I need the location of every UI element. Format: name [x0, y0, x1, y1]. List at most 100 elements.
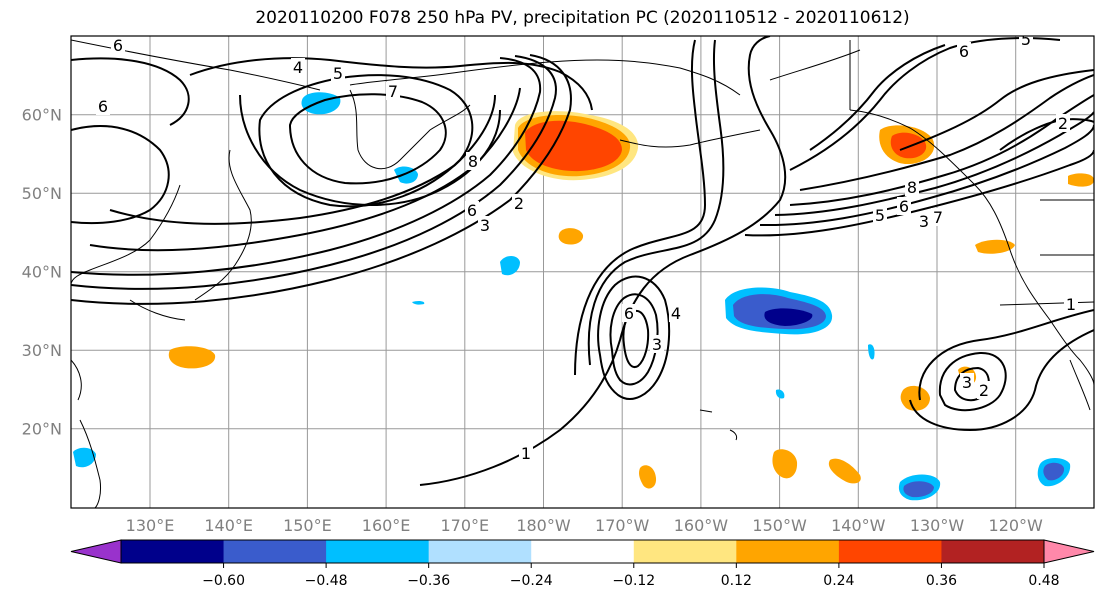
contour-label-bg: [1056, 114, 1070, 132]
contour-label: 4: [671, 304, 681, 323]
contour-label-bg: [669, 304, 683, 322]
precip-positive-area: [772, 449, 798, 479]
contour-label-bg: [931, 208, 945, 226]
contour-label: 1: [1066, 295, 1076, 314]
colorbar-segment: [736, 540, 840, 563]
precip-negative-area: [903, 481, 934, 498]
colorbar-extend-min: [70, 539, 122, 564]
lon-label: 160°E: [362, 516, 411, 535]
latitude-labels: 60°N 50°N 40°N 30°N 20°N: [22, 106, 62, 439]
contour-label: 3: [919, 212, 929, 231]
contour-label: 6: [98, 97, 108, 116]
colorbar-segment: [121, 540, 225, 563]
lon-label: 140°E: [204, 516, 253, 535]
contour-label-bg: [466, 152, 480, 170]
precip-negative-area: [500, 256, 520, 276]
contour-label-bg: [957, 42, 971, 60]
contour-label-bg: [897, 197, 911, 215]
contour-label-bg: [1064, 295, 1078, 313]
lon-label: 170°E: [440, 516, 489, 535]
colorbar-tick-label: 0.24: [823, 573, 854, 589]
precip-positive-area: [900, 385, 930, 411]
contour-label: 1: [521, 444, 531, 463]
colorbar-tick-label: −0.60: [202, 573, 245, 589]
lon-label: 150°W: [752, 516, 807, 535]
contour-label-bg: [386, 82, 400, 100]
colorbar-segment: [531, 540, 635, 563]
contour-label: 7: [933, 208, 943, 227]
contour-label: 4: [293, 58, 303, 77]
precip-positive-area: [890, 132, 927, 159]
pv-contours: [71, 36, 1094, 486]
contour-label: 2: [514, 194, 524, 213]
contour-label-bg: [1019, 36, 1033, 48]
contour-label: 7: [388, 82, 398, 101]
lat-label: 20°N: [22, 420, 62, 439]
contour-label: 3: [962, 373, 972, 392]
precip-positive-area: [828, 458, 861, 484]
contour-label-bg: [512, 194, 526, 212]
contour-label: 5: [333, 64, 343, 83]
contour-label: 3: [652, 335, 662, 354]
colorbar-tick-label: 0.48: [1028, 573, 1059, 589]
contour-label-bg: [905, 178, 919, 196]
contour-label: 6: [624, 304, 634, 323]
map-frame: [70, 35, 1095, 509]
contour-label: 2: [979, 381, 989, 400]
lon-label: 120°W: [989, 516, 1044, 535]
precip-negative-area: [868, 344, 875, 360]
contour-label: 6: [467, 201, 477, 220]
contour-label-bg: [478, 216, 492, 234]
contour-label: 2: [1058, 114, 1068, 133]
lat-label: 40°N: [22, 263, 62, 282]
colorbar-extend-max: [1043, 539, 1095, 564]
contour-label-bg: [96, 97, 110, 115]
contour-label: 8: [907, 178, 917, 197]
colorbar-segment: [633, 540, 737, 563]
precip-negative-area: [1043, 462, 1065, 481]
lat-label: 30°N: [22, 341, 62, 360]
map-title: 2020110200 F078 250 hPa PV, precipitatio…: [255, 8, 910, 28]
contour-label-bg: [111, 36, 125, 54]
lat-label: 50°N: [22, 184, 62, 203]
contour-label-bg: [960, 373, 974, 391]
colorbar-segment: [838, 540, 942, 563]
coastlines: [71, 39, 1094, 508]
lon-label: 130°E: [126, 516, 175, 535]
precipitation-anomaly-shading: [73, 92, 1094, 501]
contour-label-bg: [917, 212, 931, 230]
colorbar-segment: [223, 540, 327, 563]
lon-label: 150°E: [283, 516, 332, 535]
contour-label-bg: [622, 304, 636, 322]
colorbar-tick-label: 0.36: [926, 573, 957, 589]
contour-label-bg: [465, 201, 479, 219]
colorbar-frame: [120, 539, 1045, 564]
colorbar-tick-label: −0.48: [305, 573, 348, 589]
contour-label: 6: [959, 42, 969, 61]
contour-label-bg: [873, 206, 887, 224]
precip-positive-area: [168, 346, 216, 369]
precip-positive-area: [639, 465, 657, 489]
colorbar: −0.60 −0.48 −0.36 −0.24 −0.12 0.12 0.24 0.36 0.4…: [70, 539, 1095, 589]
colorbar-tick-label: −0.12: [612, 573, 655, 589]
colorbar-segment: [326, 540, 430, 563]
contour-label: 6: [899, 197, 909, 216]
colorbar-tick-label: −0.24: [510, 573, 553, 589]
longitude-labels: 130°E 140°E 150°E 160°E 170°E 180°W 170°W 160°W…: [126, 516, 1043, 535]
lon-label: 160°W: [674, 516, 729, 535]
lon-label: 140°W: [831, 516, 886, 535]
colorbar-tick-label: −0.36: [407, 573, 450, 589]
colorbar-segment: [941, 540, 1045, 563]
colorbar-tick-label: 0.12: [721, 573, 752, 589]
colorbar-segment: [428, 540, 532, 563]
precip-positive-area: [558, 228, 584, 245]
contour-label-bg: [977, 381, 991, 399]
contour-label: 5: [1021, 30, 1031, 49]
contour-label: 6: [113, 36, 123, 55]
contour-label-bg: [291, 58, 305, 76]
precip-negative-area: [412, 300, 425, 305]
precip-positive-area: [525, 120, 622, 172]
contour-label: 8: [468, 152, 478, 171]
